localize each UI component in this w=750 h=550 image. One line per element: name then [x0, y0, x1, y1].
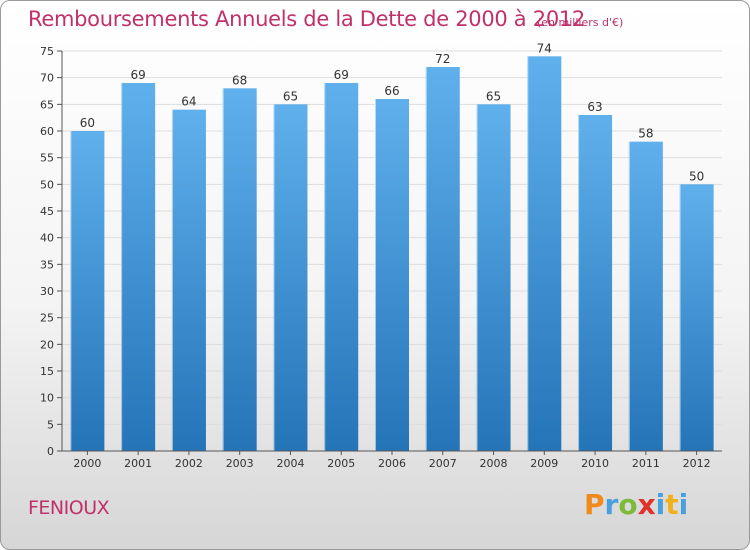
value-label-2004: 65 — [283, 89, 298, 103]
bar-2011 — [628, 141, 663, 451]
y-tick-label: 70 — [40, 72, 54, 85]
x-tick-label-2005: 2005 — [327, 457, 355, 470]
bars — [70, 56, 714, 452]
value-label-2002: 64 — [181, 95, 196, 109]
x-tick-label-2000: 2000 — [73, 457, 101, 470]
x-tick-label-2004: 2004 — [276, 457, 304, 470]
x-tick-label-2008: 2008 — [480, 457, 508, 470]
x-tick-label-2007: 2007 — [429, 457, 457, 470]
value-label-2000: 60 — [80, 116, 95, 130]
chart-title: Remboursements Annuels de la Dette de 20… — [28, 7, 585, 31]
logo-letter: t — [665, 488, 679, 521]
y-tick-label: 0 — [47, 445, 54, 458]
value-label-2012: 50 — [689, 169, 704, 183]
bar-2000 — [70, 131, 105, 451]
x-tick-label-2010: 2010 — [581, 457, 609, 470]
bar-2009 — [527, 56, 562, 451]
value-label-2006: 66 — [384, 84, 399, 98]
value-label-2011: 58 — [638, 127, 653, 141]
bar-2006 — [375, 99, 409, 451]
logo-letter: x — [637, 488, 656, 521]
value-label-2005: 69 — [334, 68, 349, 82]
y-tick-label: 50 — [40, 178, 54, 191]
y-tick-label: 35 — [40, 258, 54, 271]
proxiti-logo: Proxiti — [584, 488, 688, 521]
labels: 60 2000 69 2001 64 2002 68 2003 65 2004 69 2005 66 20… — [73, 41, 710, 470]
bar-2004 — [273, 104, 308, 451]
y-tick-label: 40 — [40, 232, 54, 245]
value-label-2003: 68 — [232, 73, 247, 87]
bar-2001 — [121, 83, 156, 451]
y-tick-label: 65 — [40, 98, 54, 111]
y-tick-label: 45 — [40, 205, 54, 218]
x-tick-label-2003: 2003 — [226, 457, 254, 470]
bar-2005 — [324, 83, 359, 451]
logo-letter: i — [678, 488, 689, 521]
bar-2012 — [679, 184, 714, 452]
y-tick-label: 10 — [40, 392, 54, 405]
x-tick-label-2012: 2012 — [683, 457, 711, 470]
axes: 0 5 10 15 20 25 30 35 40 45 50 55 60 65 70 75 — [40, 45, 722, 458]
x-tick-label-2002: 2002 — [175, 457, 203, 470]
value-label-2010: 63 — [587, 100, 602, 114]
city-name: FENIOUX — [28, 497, 110, 519]
value-label-2001: 69 — [131, 68, 146, 82]
y-tick-label: 75 — [40, 45, 54, 58]
bar-2002 — [171, 109, 206, 452]
value-label-2008: 65 — [486, 89, 501, 103]
y-tick-label: 30 — [40, 285, 54, 298]
y-tick-label: 60 — [40, 125, 54, 138]
bar-2007 — [425, 67, 460, 451]
x-tick-label-2006: 2006 — [378, 457, 406, 470]
logo-letter: r — [604, 488, 619, 521]
bar-2008 — [476, 104, 511, 451]
x-tick-label-2001: 2001 — [124, 457, 152, 470]
logo-letter: i — [655, 488, 666, 521]
y-tick-label: 5 — [47, 418, 54, 431]
x-tick-label-2011: 2011 — [632, 457, 660, 470]
bar-2010 — [578, 115, 613, 451]
logo-letter: P — [584, 488, 605, 521]
y-tick-label: 25 — [40, 312, 54, 325]
x-tick-label-2009: 2009 — [530, 457, 558, 470]
bar-2003 — [222, 88, 257, 451]
value-label-2009: 74 — [537, 41, 552, 55]
value-label-2007: 72 — [435, 52, 450, 66]
logo-letter: o — [618, 488, 638, 521]
y-tick-label: 55 — [40, 152, 54, 165]
y-tick-label: 20 — [40, 338, 54, 351]
y-tick-label: 15 — [40, 365, 54, 378]
unit-note: (en milliers d'€) — [537, 16, 624, 29]
